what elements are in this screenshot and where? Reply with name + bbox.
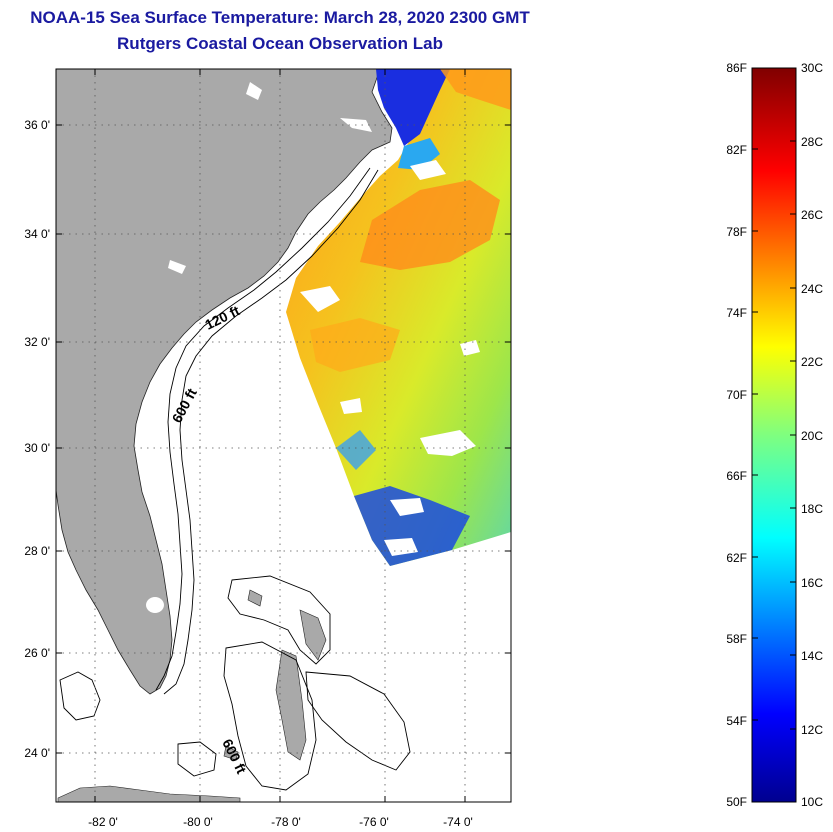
lat-tick-label: 24 0': [24, 746, 50, 760]
colorbar-f-label: 58F: [726, 632, 747, 646]
colorbar-c-label: 20C: [801, 429, 823, 443]
colorbar-f-label: 62F: [726, 551, 747, 565]
colorbar-f-label: 66F: [726, 469, 747, 483]
lon-tick-label: -76 0': [359, 815, 389, 829]
colorbar-f-label: 54F: [726, 714, 747, 728]
sst-satellite-swath: [286, 69, 511, 566]
colorbar-f-label: 74F: [726, 306, 747, 320]
colorbar-f-label: 82F: [726, 143, 747, 157]
temperature-colorbar: 86F 82F 78F 74F 70F 66F 62F 58F 54F 50F …: [726, 61, 823, 809]
colorbar-c-label: 30C: [801, 61, 823, 75]
colorbar-f-label: 50F: [726, 795, 747, 809]
colorbar-c-label: 14C: [801, 649, 823, 663]
graticule: [56, 69, 511, 802]
colorbar-f-label: 78F: [726, 225, 747, 239]
lat-tick-label: 34 0': [24, 227, 50, 241]
map-title: NOAA-15 Sea Surface Temperature: March 2…: [30, 8, 530, 27]
frame-ticks: [56, 69, 511, 802]
lat-tick-label: 26 0': [24, 646, 50, 660]
colorbar-f-label: 86F: [726, 61, 747, 75]
florida-keys: [57, 785, 241, 802]
lake-okeechobee: [146, 597, 164, 613]
colorbar-c-label: 12C: [801, 723, 823, 737]
colorbar-c-label: 22C: [801, 355, 823, 369]
lon-tick-label: -82 0': [88, 815, 118, 829]
lat-tick-label: 30 0': [24, 441, 50, 455]
lat-tick-label: 32 0': [24, 335, 50, 349]
lat-tick-label: 36 0': [24, 118, 50, 132]
colorbar-c-label: 26C: [801, 208, 823, 222]
lon-tick-label: -78 0': [271, 815, 301, 829]
colorbar-c-label: 18C: [801, 502, 823, 516]
andros-island: [275, 649, 307, 761]
us-mainland: [56, 69, 393, 695]
lon-tick-label: -80 0': [183, 815, 213, 829]
colorbar-f-label: 70F: [726, 388, 747, 402]
colorbar-c-label: 28C: [801, 135, 823, 149]
map-subtitle: Rutgers Coastal Ocean Observation Lab: [117, 34, 443, 53]
map-plot-area: 120 ft 600 ft 600 ft: [56, 69, 511, 802]
bathymetry-contours: [59, 167, 411, 791]
colorbar-c-label: 16C: [801, 576, 823, 590]
lat-tick-label: 28 0': [24, 544, 50, 558]
map-frame: [55, 68, 512, 803]
lon-tick-label: -74 0': [443, 815, 473, 829]
colorbar-c-label: 10C: [801, 795, 823, 809]
colorbar-gradient: [751, 67, 797, 803]
colorbar-c-label: 24C: [801, 282, 823, 296]
